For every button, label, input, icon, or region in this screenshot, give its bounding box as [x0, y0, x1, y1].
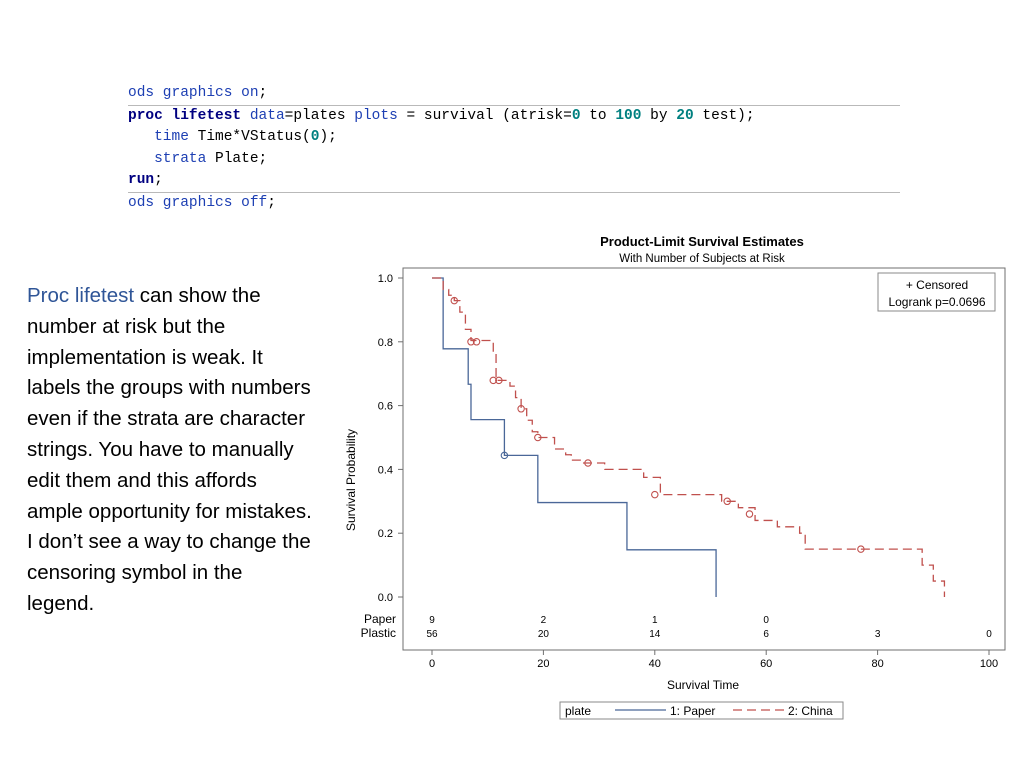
at-risk-value: 9	[429, 615, 435, 626]
chart-title: Product-Limit Survival Estimates	[600, 234, 804, 249]
y-axis-label: Survival Probability	[344, 429, 358, 531]
code-line-4: strata Plate;	[128, 149, 900, 171]
code-token: ;	[258, 85, 268, 101]
x-tick-label: 40	[649, 658, 661, 670]
code-line-2: proc lifetest data=plates plots = surviv…	[128, 104, 900, 128]
x-tick-label: 60	[760, 658, 772, 670]
legend-title: plate	[565, 704, 591, 718]
at-risk-value: 0	[986, 629, 992, 640]
inset-box	[877, 272, 996, 312]
y-tick-label: 0.2	[378, 528, 393, 540]
censor-marker	[745, 510, 754, 518]
survival-curve-china	[432, 277, 946, 597]
code-token: );	[319, 129, 337, 145]
at-risk-value: 3	[875, 629, 881, 640]
y-tick-label: 0.8	[378, 337, 393, 349]
code-token: by	[641, 107, 677, 124]
sas-code-block: ods graphics on; proc lifetest data=plat…	[128, 83, 900, 214]
at-risk-value: 0	[763, 615, 769, 626]
x-tick-label: 0	[429, 658, 435, 670]
code-token: proc	[128, 107, 163, 124]
explanation-body: can show the number at risk but the impl…	[27, 284, 312, 615]
censor-marker	[450, 296, 459, 305]
x-tick-label: 100	[980, 658, 998, 670]
logrank-note: Logrank p=0.0696	[888, 295, 985, 309]
censor-marker	[467, 338, 475, 346]
at-risk-value: 6	[763, 629, 769, 640]
code-line-6: ods graphics off;	[128, 191, 900, 215]
y-tick-label: 0.4	[378, 464, 393, 476]
legend-frame	[559, 701, 844, 720]
y-tick-label: 0.0	[378, 592, 393, 604]
at-risk-value: 2	[541, 615, 547, 626]
code-token: ;	[267, 194, 276, 211]
explanation-text: Proc lifetest can show the number at ris…	[27, 281, 312, 620]
code-line-5: run;	[128, 170, 900, 192]
code-token: test);	[693, 107, 755, 124]
code-token: lifetest	[171, 107, 242, 124]
code-token: time	[154, 129, 189, 145]
plot-frame	[402, 267, 1006, 651]
survival-curve-paper	[432, 277, 717, 597]
code-token: 20	[676, 107, 694, 124]
censor-marker	[489, 376, 498, 385]
x-axis-label: Survival Time	[667, 678, 739, 692]
censor-marker	[584, 459, 592, 467]
y-tick-label: 0.6	[378, 401, 393, 413]
censor-marker	[495, 376, 503, 385]
code-line-3: time Time*VStatus(0);	[128, 127, 900, 149]
censored-note: + Censored	[906, 278, 968, 292]
code-token: ods graphics on	[128, 85, 259, 101]
at-risk-value: 1	[652, 615, 658, 626]
censor-marker	[472, 338, 481, 346]
survival-chart: Product-Limit Survival Estimates With Nu…	[344, 234, 1006, 720]
code-token: ods graphics off	[128, 194, 268, 211]
censor-marker	[500, 451, 509, 460]
at-risk-row-label: Plastic	[361, 626, 396, 640]
at-risk-value: 20	[538, 629, 550, 640]
code-token: strata	[154, 150, 207, 167]
code-token: 100	[615, 107, 642, 124]
at-risk-row-label: Paper	[364, 612, 396, 626]
legend-label-china: 2: China	[788, 704, 833, 718]
code-token: data	[249, 107, 285, 124]
censor-marker	[651, 490, 659, 499]
censor-marker	[857, 545, 865, 553]
code-token: = survival (atrisk=	[397, 107, 572, 124]
code-line-1: ods graphics on;	[128, 83, 900, 105]
code-token: Time*VStatus(	[188, 129, 311, 145]
chart-subtitle: With Number of Subjects at Risk	[619, 253, 785, 265]
code-token: plots	[354, 107, 398, 124]
code-token: run	[128, 172, 155, 188]
code-token: ;	[154, 172, 163, 188]
code-token: 0	[571, 107, 581, 124]
x-tick-label: 20	[537, 658, 549, 670]
code-token: to	[580, 107, 616, 124]
censor-marker	[534, 433, 542, 442]
y-tick-label: 1.0	[378, 273, 393, 285]
censor-marker	[723, 497, 731, 506]
at-risk-value: 56	[426, 629, 438, 640]
code-token: =plates	[284, 107, 355, 124]
highlight-term: Proc lifetest	[27, 284, 135, 307]
at-risk-value: 14	[649, 629, 661, 640]
code-token: Plate;	[206, 150, 268, 167]
censor-marker	[517, 405, 525, 413]
legend: plate 1: Paper 2: China	[559, 701, 844, 720]
legend-label-paper: 1: Paper	[670, 704, 715, 718]
code-token: 0	[310, 129, 320, 145]
x-tick-label: 80	[871, 658, 883, 670]
